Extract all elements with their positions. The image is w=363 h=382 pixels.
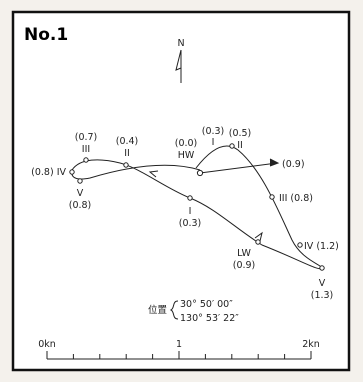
point-III-right [270,195,274,199]
label-IV-left: (0.8) IV [31,167,66,178]
label-lw-value: (0.9) [233,260,256,271]
label-I-lower: I [189,206,192,217]
point-V-right [320,266,324,270]
label-IV-right: IV (1.2) [304,241,339,252]
label-V-left: V [77,188,84,199]
label-lw: LW [237,248,251,259]
label-III-left: III [82,144,90,155]
label-III-left-value: (0.7) [75,132,98,143]
point-I-lower [188,196,192,200]
label-V-right: V [319,278,326,289]
scale-end-label: 2kn [302,339,320,350]
label-hw: HW [178,150,195,161]
point-V-left [78,179,82,183]
label-I-lower-value: (0.3) [179,218,202,229]
north-label: N [177,38,184,49]
location-lon: 130° 53′ 22″ [180,313,239,324]
point-III-left [84,158,88,162]
figure-id: No.1 [24,25,68,45]
point-lw [256,240,260,244]
label-V-left-value: (0.8) [69,200,92,211]
residual-arrow-label: (0.9) [282,159,305,170]
label-II-left: II [124,148,130,159]
label-I-upper-value: (0.3) [202,126,225,137]
location-label: 位置 [148,304,167,316]
point-hw [197,170,202,175]
label-I-upper: I [212,137,215,148]
scale-mid-label: 1 [176,339,182,350]
label-V-right-value: (1.3) [311,290,334,301]
label-II-upper: II [237,140,243,151]
label-III-right: III (0.8) [279,193,313,204]
label-II-upper-value: (0.5) [229,128,252,139]
label-II-left-value: (0.4) [116,136,139,147]
point-IV-right [298,243,302,247]
point-II-left [124,163,128,167]
location-lat: 30° 50′ 00″ [180,299,233,310]
label-hw-value: (0.0) [175,138,198,149]
point-I-upper [230,144,234,148]
point-IV-left [70,170,74,174]
scale-start-label: 0kn [38,339,56,350]
